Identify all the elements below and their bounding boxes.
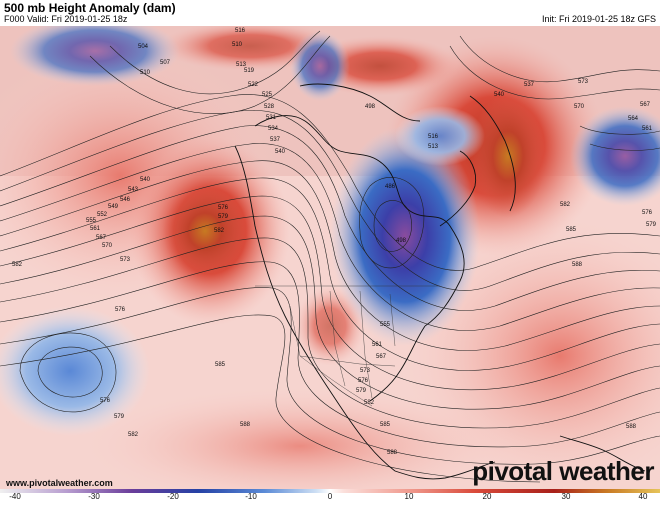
contour-label: 576 [100, 398, 111, 404]
atlantic-trough [570, 106, 660, 206]
contour-label: 582 [12, 262, 23, 268]
contour-label: 552 [97, 212, 108, 218]
contour-label: 546 [120, 197, 131, 203]
colorbar-tick: -40 [9, 492, 21, 501]
hudson-bay-trough [330, 126, 480, 346]
init-time: Init: Fri 2019-01-25 18z GFS [541, 14, 656, 24]
contour-label: 582 [364, 400, 375, 406]
contour-label: 510 [232, 42, 243, 48]
contour-label: 540 [275, 149, 286, 155]
contour-label: 576 [218, 205, 229, 211]
colorbar-tick: 30 [561, 492, 571, 501]
contour-label: 576 [115, 307, 126, 313]
brand-logo: pivotal weather [472, 456, 654, 486]
contour-label: 561 [642, 126, 653, 132]
contour-label: 519 [244, 68, 255, 74]
west-coast-ridge-core [163, 186, 247, 276]
coastlines [234, 83, 646, 480]
contour-label: 570 [102, 243, 113, 249]
contour-label: 573 [120, 257, 131, 263]
contour-label: 588 [626, 424, 637, 430]
contour-label: 579 [218, 214, 229, 220]
contour-label: 576 [642, 210, 653, 216]
contour-label: 543 [128, 187, 139, 193]
contour-label: 567 [376, 354, 387, 360]
contour-label: 498 [365, 104, 376, 110]
contour-label: 534 [268, 126, 279, 132]
colorbar-tick: 20 [482, 492, 492, 501]
colorbar-tick: 0 [327, 492, 333, 501]
contour-label: 567 [640, 102, 651, 108]
contour-label: 588 [572, 262, 583, 268]
colorbar-gradient [0, 489, 660, 493]
contour-label: 582 [128, 432, 139, 438]
colorbar-tick: -20 [167, 492, 179, 501]
contour-label: 564 [628, 116, 639, 122]
contour-value-labels: 516 504 510 507 510 513 519 522 525 528 … [12, 28, 657, 456]
contour-label: 588 [387, 450, 398, 456]
contour-label: 504 [138, 44, 149, 50]
contour-label: 513 [236, 62, 247, 68]
contour-label: 567 [96, 235, 107, 241]
contour-label: 555 [86, 218, 97, 224]
contour-label: 516 [235, 28, 246, 34]
contour-label: 486 [385, 184, 396, 190]
contour-label: 585 [380, 422, 391, 428]
contour-label: 510 [140, 70, 151, 76]
contour-label: 579 [646, 222, 657, 228]
contour-label: 549 [108, 204, 119, 210]
pacific-trough [0, 306, 150, 436]
colorbar [0, 489, 660, 493]
contour-label: 498 [396, 238, 407, 244]
contour-label: 582 [214, 228, 225, 234]
contour-label: 513 [428, 144, 439, 150]
baffin-trough [395, 106, 485, 166]
contour-label: 555 [380, 322, 391, 328]
colorbar-ticks: -40 -30 -20 -10 0 10 20 30 40 [0, 492, 660, 510]
greenland-ridge-core [470, 94, 546, 218]
contour-label: 585 [215, 362, 226, 368]
contour-label: 507 [160, 60, 171, 66]
colorbar-tick: 40 [638, 492, 648, 501]
source-url: www.pivotalweather.com [6, 478, 113, 488]
anomaly-map: 516 504 510 507 510 513 519 522 525 528 … [0, 26, 660, 490]
colorbar-tick: -10 [245, 492, 257, 501]
contour-label: 588 [240, 422, 251, 428]
southern-pink-region [80, 386, 520, 490]
contour-label: 537 [270, 137, 281, 143]
contour-label: 561 [90, 226, 101, 232]
contour-label: 516 [428, 134, 439, 140]
contour-label: 522 [248, 82, 259, 88]
contour-label: 579 [356, 388, 367, 394]
contour-label: 540 [140, 177, 151, 183]
contour-label: 528 [264, 104, 275, 110]
contour-lines [0, 30, 660, 483]
contour-label: 579 [114, 414, 125, 420]
map-title: 500 mb Height Anomaly (dam) [4, 1, 176, 15]
contour-label: 570 [574, 104, 585, 110]
map-header: 500 mb Height Anomaly (dam) F000 Valid: … [0, 0, 660, 26]
siberia-trough [10, 26, 180, 86]
arctic-trough [290, 31, 350, 101]
contour-label: 573 [360, 368, 371, 374]
political-borders [255, 285, 440, 407]
colorbar-tick: 10 [404, 492, 414, 501]
contour-label: 561 [372, 342, 383, 348]
contour-label: 573 [578, 79, 589, 85]
contour-label: 537 [524, 82, 535, 88]
contour-label: 585 [566, 227, 577, 233]
valid-time: F000 Valid: Fri 2019-01-25 18z [4, 14, 128, 24]
contour-label: 525 [262, 92, 273, 98]
contour-label: 531 [266, 115, 277, 121]
colorbar-tick: -30 [88, 492, 100, 501]
contour-label: 582 [560, 202, 571, 208]
contour-label: 576 [358, 378, 369, 384]
contour-label: 540 [494, 92, 505, 98]
